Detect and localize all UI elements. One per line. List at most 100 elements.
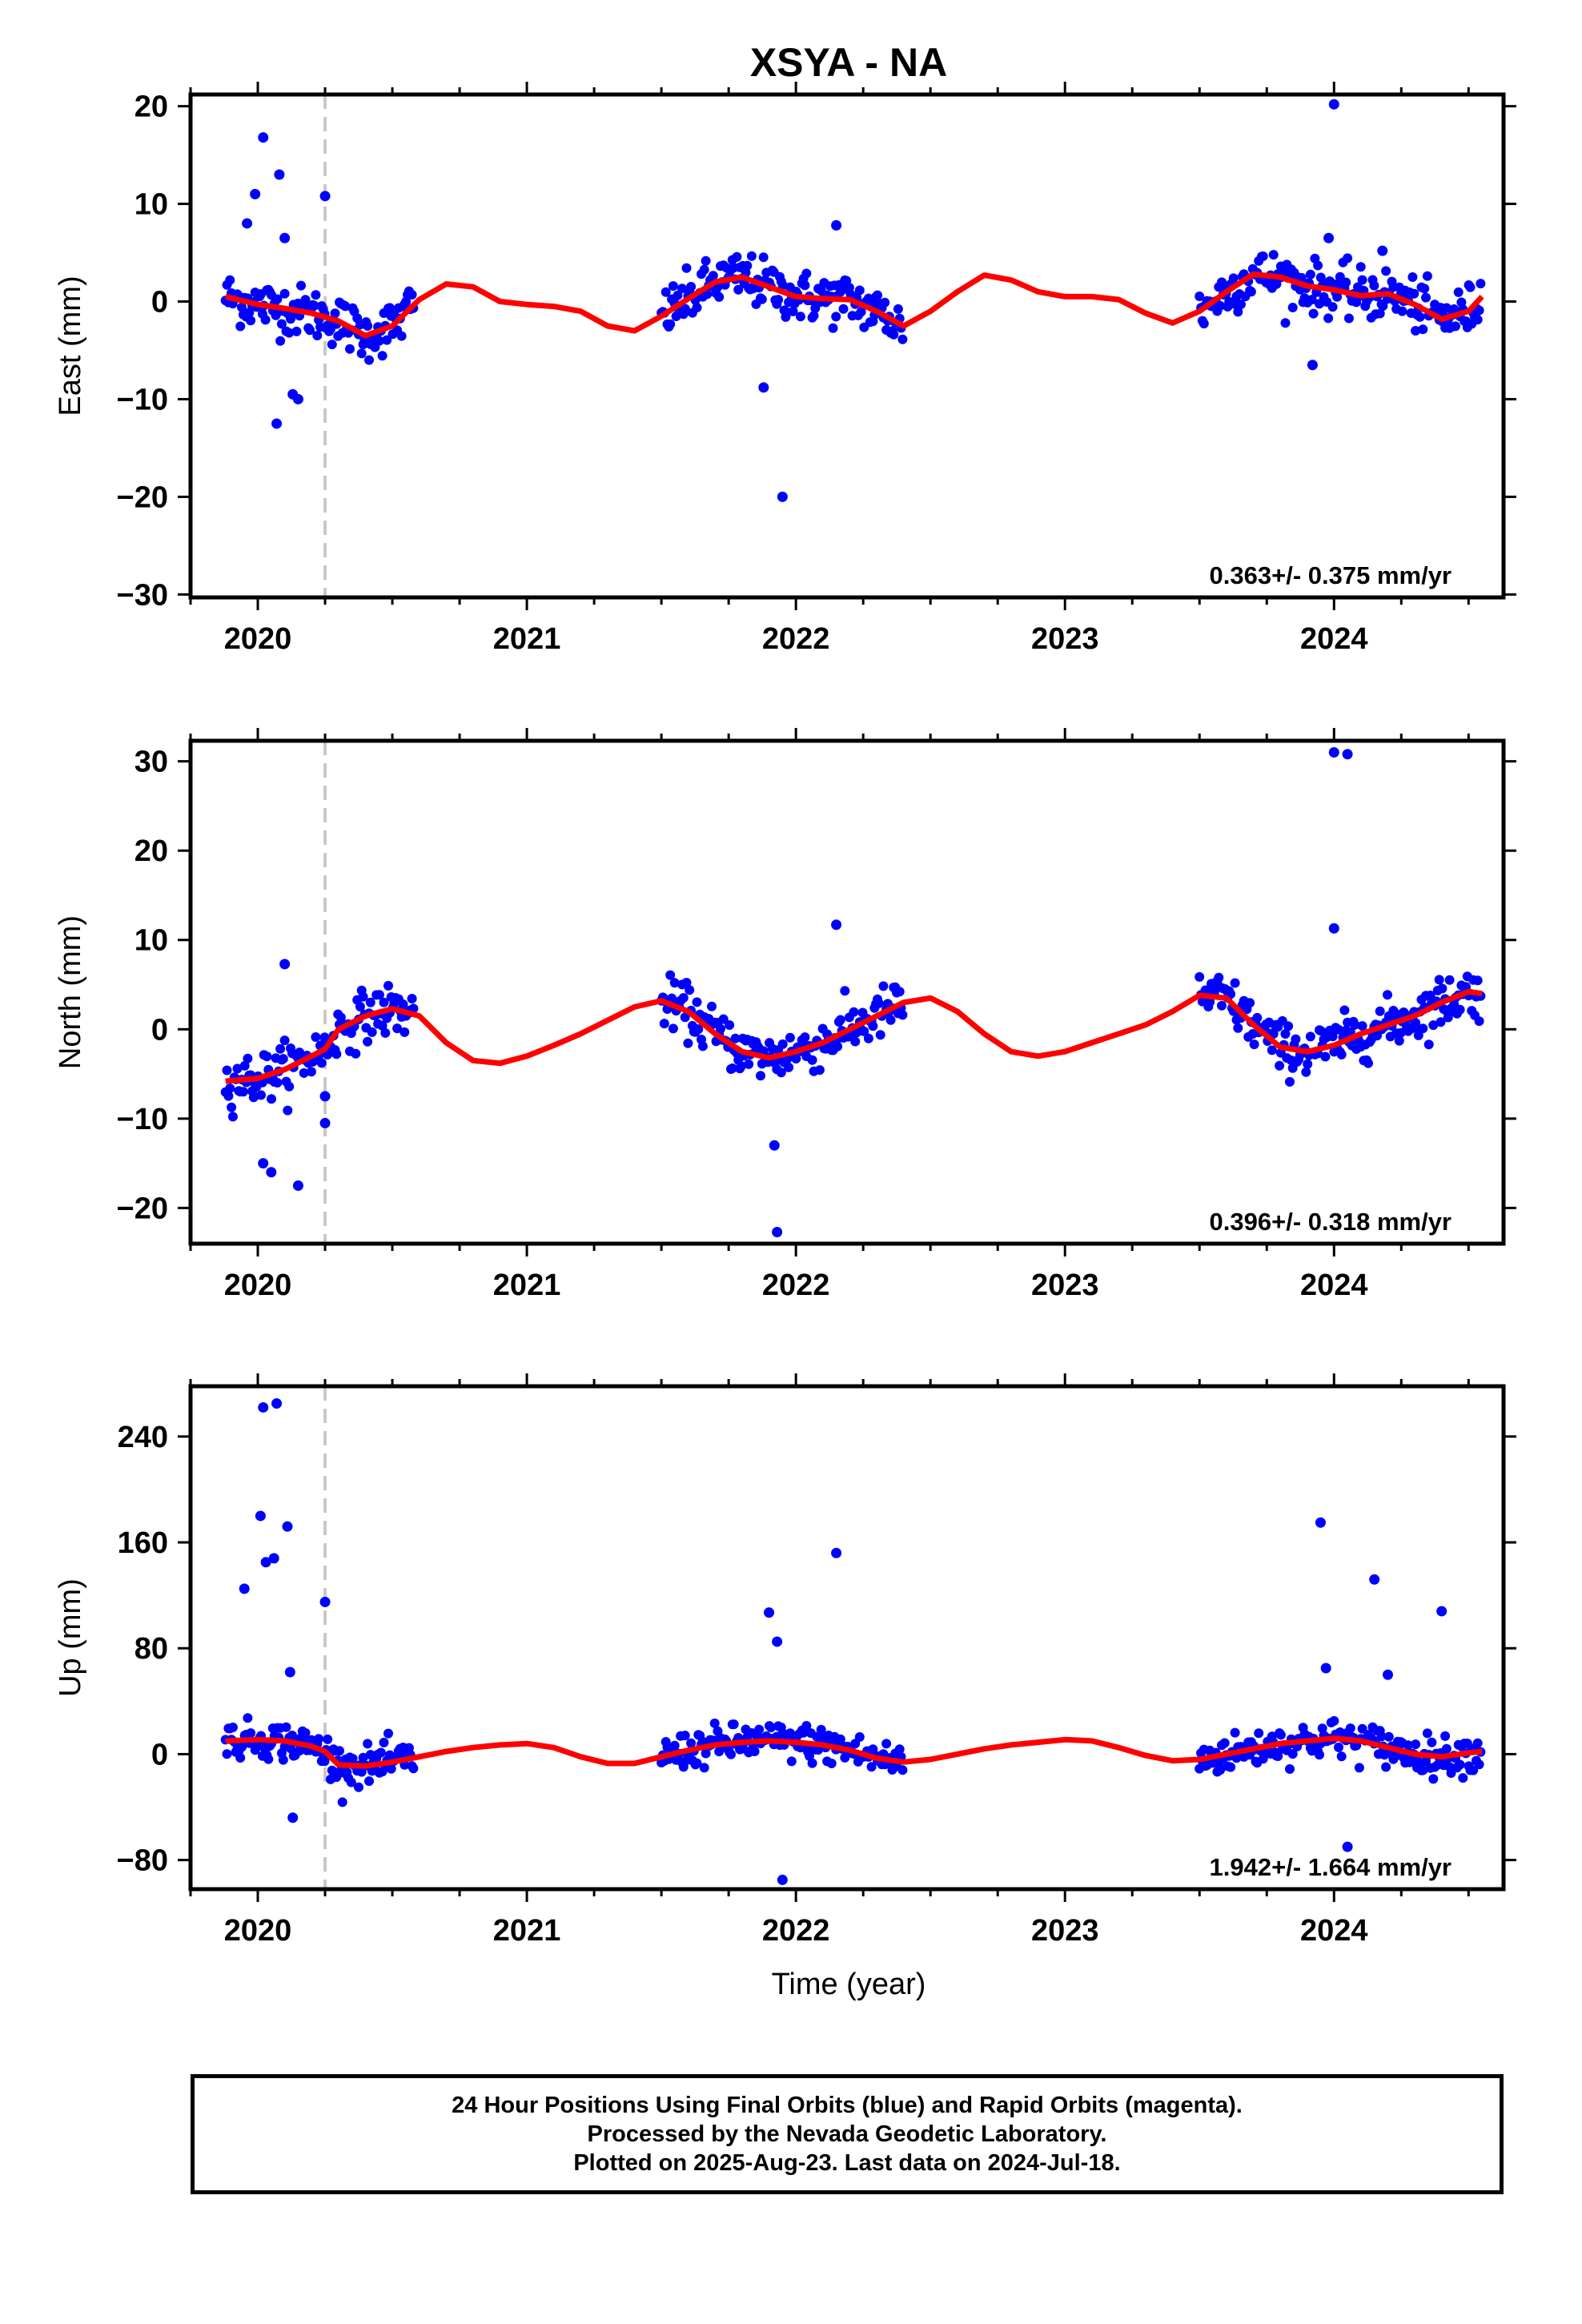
data-point	[363, 1739, 373, 1749]
data-point	[295, 1746, 305, 1756]
data-point	[365, 997, 375, 1007]
data-point	[833, 1041, 843, 1051]
data-point	[897, 1010, 908, 1020]
data-point	[227, 1102, 237, 1112]
data-point	[707, 1001, 717, 1011]
data-point	[262, 1051, 272, 1062]
outlier-point	[287, 1812, 299, 1823]
data-point	[1334, 1024, 1343, 1035]
outlier-point	[255, 1510, 266, 1522]
data-point	[726, 1749, 736, 1759]
data-point	[1217, 1000, 1227, 1011]
data-points	[220, 1397, 1486, 1885]
data-point	[1407, 272, 1418, 282]
y-tick-label: 80	[135, 1632, 168, 1666]
data-point	[283, 1105, 293, 1116]
data-point	[363, 321, 373, 331]
data-point	[330, 308, 340, 319]
data-point	[1215, 1765, 1226, 1775]
data-point	[1205, 997, 1215, 1007]
data-point	[278, 1054, 288, 1064]
data-point	[1369, 280, 1379, 291]
data-point	[1422, 271, 1432, 281]
data-point	[1465, 282, 1476, 292]
data-point	[831, 312, 841, 322]
data-point	[897, 1765, 908, 1775]
data-point	[1275, 1730, 1286, 1740]
figure-title: XSYA - NA	[750, 40, 947, 85]
data-point	[367, 1027, 377, 1037]
data-point	[1268, 250, 1279, 260]
data-point	[311, 1032, 321, 1042]
outlier-point	[292, 1180, 303, 1191]
data-point	[1411, 1739, 1421, 1750]
outlier-point	[282, 1521, 293, 1532]
data-point	[1280, 1029, 1291, 1039]
data-point	[235, 321, 246, 332]
data-point	[1381, 1762, 1391, 1772]
y-tick-label: −10	[117, 1103, 168, 1136]
data-point	[275, 1043, 286, 1054]
data-point	[1285, 1076, 1295, 1087]
x-tick-label: 2024	[1300, 1914, 1368, 1948]
data-point	[746, 251, 757, 261]
data-point	[1437, 983, 1447, 994]
data-point	[1343, 313, 1354, 324]
data-point	[854, 1732, 865, 1742]
data-point	[306, 1067, 316, 1077]
data-point	[1301, 1067, 1311, 1077]
data-point	[1327, 1031, 1338, 1042]
data-point	[668, 281, 678, 292]
data-point	[286, 1743, 295, 1754]
data-point	[1350, 1019, 1360, 1030]
velocity-label: 1.942+/- 1.664 mm/yr	[1210, 1853, 1452, 1881]
panels: 2020 2021 2022 2023 2024 −30 −20 −10 0 10 20 East (…	[54, 82, 1516, 1948]
data-point	[383, 1728, 393, 1739]
data-point	[773, 295, 784, 305]
data-point	[1472, 1738, 1483, 1748]
data-point	[246, 1728, 256, 1739]
data-point	[314, 1734, 324, 1744]
y-tick-label: 240	[118, 1421, 168, 1454]
data-point	[1246, 287, 1256, 297]
x-tick-label: 2022	[762, 1914, 830, 1948]
data-point	[826, 1759, 837, 1768]
data-point	[1354, 1763, 1364, 1773]
data-point	[1303, 1059, 1313, 1069]
data-point	[727, 1063, 737, 1073]
data-point	[1423, 1039, 1434, 1050]
data-point	[279, 288, 290, 299]
data-point	[699, 264, 709, 275]
outlier-point	[1328, 99, 1339, 110]
data-point	[725, 1020, 735, 1030]
outlier-point	[271, 1397, 283, 1409]
panel-east: 2020 2021 2022 2023 2024 −30 −20 −10 0 10 20 East (…	[54, 82, 1516, 656]
data-point	[1327, 302, 1338, 312]
velocity-label: 0.363+/- 0.375 mm/yr	[1210, 561, 1452, 589]
data-point	[809, 311, 819, 321]
data-point	[222, 1749, 232, 1759]
data-point	[1409, 288, 1419, 299]
data-point	[296, 280, 306, 291]
data-point	[1422, 1728, 1432, 1739]
data-point	[248, 1092, 259, 1103]
y-tick-label: −30	[117, 578, 168, 612]
data-point	[1307, 295, 1317, 305]
data-point	[1474, 1759, 1484, 1770]
data-point	[1313, 260, 1323, 271]
data-point	[1249, 1039, 1259, 1050]
data-point	[335, 1746, 344, 1756]
data-point	[816, 1724, 826, 1735]
data-point	[377, 351, 387, 361]
data-point	[692, 303, 702, 313]
x-tick-label: 2021	[493, 1914, 561, 1948]
data-point	[840, 986, 850, 996]
data-point	[785, 1728, 795, 1739]
data-point	[1427, 1737, 1437, 1747]
data-point	[1391, 1751, 1402, 1761]
outlier-point	[250, 188, 261, 199]
data-point	[256, 1090, 266, 1100]
y-tick-label: −10	[117, 383, 168, 416]
data-point	[686, 1738, 697, 1748]
data-point	[260, 315, 271, 325]
